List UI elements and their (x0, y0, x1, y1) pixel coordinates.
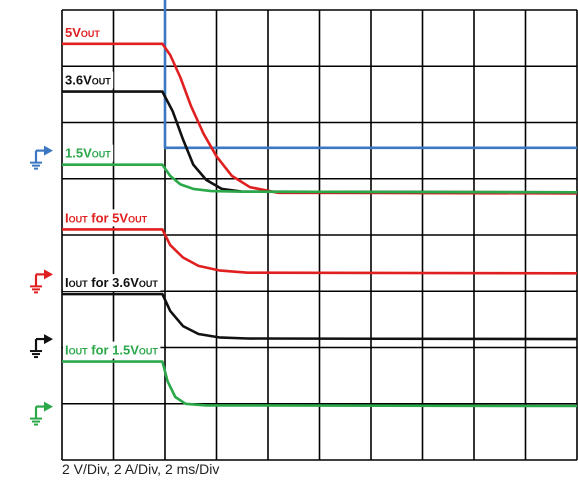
label-part: 3.6V (65, 73, 92, 88)
label-part: OUT (92, 150, 112, 160)
trace-label-text: 3.6VOUT (65, 73, 111, 88)
trace-label-background (63, 144, 114, 162)
trace-label-background (63, 341, 161, 359)
trace-layer (62, 0, 578, 408)
label-part: OUT (69, 214, 89, 224)
trace-label-text: IOUT for 3.6VOUT (65, 275, 158, 290)
label-part: I (65, 275, 69, 290)
trace-label-background (63, 209, 150, 227)
trace-label-text: 1.5VOUT (65, 146, 111, 161)
ground-marker-icon (30, 401, 53, 426)
grid (61, 9, 578, 461)
ground-arrow (44, 269, 53, 280)
trace-label-background (63, 71, 114, 89)
label-part: I (65, 210, 69, 225)
ground-marker-icon (30, 334, 53, 359)
trace-iout-for-3-6vout (62, 292, 578, 341)
label-part: I (65, 343, 69, 358)
trace-en (163, 0, 577, 150)
trace-iout-for-1-5vout (62, 360, 578, 408)
trace-5vout (62, 42, 578, 195)
label-part: OUT (81, 29, 101, 39)
trace-label-iout-for-1-5vout: IOUT for 1.5VOUT (63, 341, 161, 359)
scale-caption: 2 V/Div, 2 A/Div, 2 ms/Div (62, 461, 220, 477)
label-part: for 1.5V (88, 343, 140, 358)
label-part: OUT (69, 347, 89, 357)
trace-label-background (63, 23, 103, 41)
label-part: for 3.6V (88, 275, 140, 290)
trace-label-background (63, 274, 161, 292)
ground-arrow (44, 334, 53, 345)
label-part: OUT (139, 347, 159, 357)
label-part: OUT (139, 279, 159, 289)
label-part: OUT (128, 214, 148, 224)
trace-iout-for-5vout (62, 228, 578, 275)
label-part: OUT (69, 279, 89, 289)
trace-label-text: IOUT for 5VOUT (65, 210, 148, 225)
label-part: 5V (65, 25, 81, 40)
ground-marker-layer (30, 145, 53, 426)
trace-1-5vout (62, 163, 578, 194)
trace-label-3-6vout: 3.6VOUT (63, 71, 114, 89)
trace-label-iout-for-3-6vout: IOUT for 3.6VOUT (63, 274, 161, 292)
label-part: for 5V (88, 210, 129, 225)
label-part: 1.5V (65, 146, 92, 161)
trace-label-text: IOUT for 1.5VOUT (65, 343, 158, 358)
ground-marker-icon (30, 269, 53, 294)
ground-arrow (44, 401, 53, 412)
trace-label-5vout: 5VOUT (63, 23, 103, 41)
trace-label-iout-for-5vout: IOUT for 5VOUT (63, 209, 150, 227)
label-part: OUT (92, 77, 112, 87)
trace-label-1-5vout: 1.5VOUT (63, 144, 114, 162)
ground-arrow (44, 145, 53, 156)
trace-label-text: 5VOUT (65, 25, 100, 40)
ground-marker-icon (30, 145, 53, 170)
